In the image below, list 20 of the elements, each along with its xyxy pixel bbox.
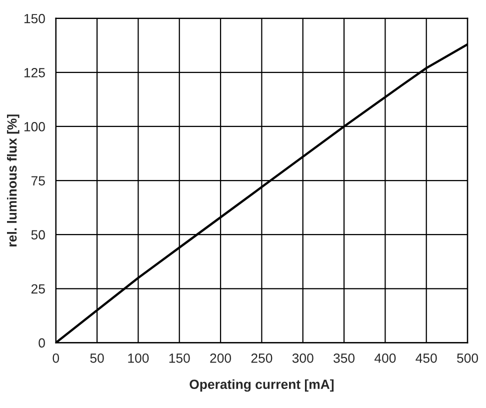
x-tick-label: 450 — [416, 353, 437, 363]
y-tick-label: 75 — [31, 176, 45, 186]
x-tick-label: 200 — [210, 353, 232, 363]
x-tick-label: 100 — [128, 353, 149, 363]
x-tick-label: 250 — [251, 353, 272, 363]
y-tick-label: 50 — [31, 230, 45, 240]
x-axis-title: Operating current [mA] — [190, 379, 334, 392]
x-tick-label: 50 — [90, 353, 104, 363]
y-tick-label: 25 — [31, 284, 45, 294]
y-tick-label: 150 — [24, 14, 45, 24]
x-tick-label: 150 — [169, 353, 190, 363]
x-tick-label: 300 — [292, 353, 314, 363]
y-tick-label: 0 — [38, 338, 45, 348]
y-tick-label: 125 — [24, 68, 45, 78]
x-tick-label: 350 — [334, 353, 355, 363]
x-tick-label: 500 — [457, 353, 478, 363]
y-axis-title: rel. luminous flux [%] — [6, 114, 20, 246]
x-tick-label: 400 — [374, 353, 396, 363]
x-tick-label: 0 — [52, 353, 60, 363]
y-tick-label: 100 — [24, 122, 45, 132]
